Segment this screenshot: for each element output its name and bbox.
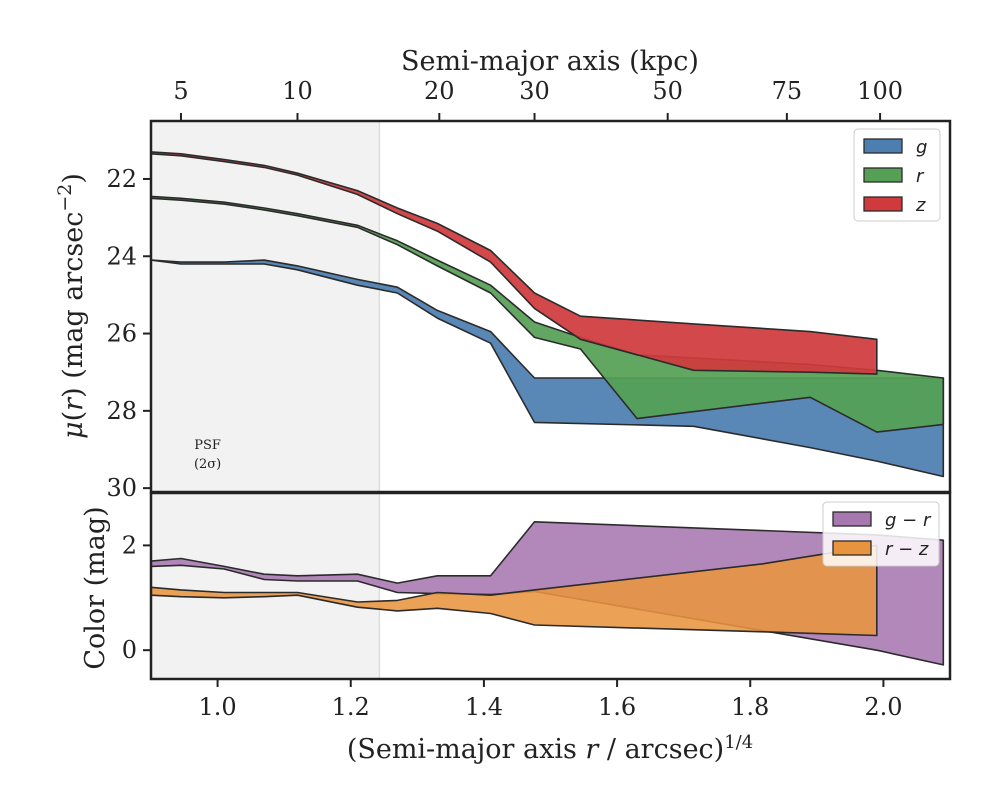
- top-tick-label: 20: [424, 77, 455, 105]
- legend-swatch: [863, 167, 903, 183]
- top-axis-title: Semi-major axis (kpc): [401, 46, 699, 77]
- y-tick-label: 28: [106, 397, 137, 425]
- x-tick-label: 1.2: [332, 693, 370, 721]
- color-frame: [149, 491, 952, 681]
- profile-areas: [151, 151, 945, 478]
- x-tick-label: 1.8: [731, 693, 769, 721]
- legend-swatch: [863, 196, 903, 212]
- profile-y-axis-title: μ(r) (mag arcsec−2): [54, 173, 89, 439]
- legend-swatch: [832, 540, 872, 556]
- psf-sublabel: (2σ): [194, 457, 221, 472]
- band-rz: [151, 544, 878, 637]
- profile-y-ticks: 22 24 26 28 30: [106, 165, 151, 502]
- bottom-axis-ticks: 1.0 1.2 1.4 1.6 1.8 2.0: [198, 679, 903, 721]
- color-legend: g − r r − z: [822, 501, 940, 567]
- y-tick-label: 26: [106, 320, 137, 348]
- x-tick-label: 1.6: [598, 693, 636, 721]
- psf-shade: [151, 493, 380, 679]
- color-y-axis-title: Color (mag): [80, 506, 111, 669]
- legend-label: r: [916, 166, 925, 187]
- band-r: [151, 195, 945, 433]
- legend-label: g: [916, 137, 927, 158]
- profile-panel: PSF (2σ) 22 24 26 28 30 5 10 20 30 50 75 100 grz S…: [54, 46, 952, 502]
- y-tick-label: 2: [122, 531, 137, 559]
- legend-label: g − r: [885, 510, 932, 531]
- profile-legend: grz: [853, 128, 941, 222]
- y-tick-label: 30: [106, 474, 137, 502]
- top-tick-label: 75: [772, 77, 803, 105]
- top-tick-label: 100: [857, 77, 903, 105]
- top-tick-label: 10: [282, 77, 313, 105]
- top-tick-label: 30: [519, 77, 550, 105]
- top-tick-label: 5: [173, 77, 188, 105]
- band-z: [151, 151, 878, 375]
- x-tick-label: 1.4: [465, 693, 503, 721]
- color-areas: [151, 520, 945, 666]
- legend-swatch: [832, 511, 872, 527]
- x-tick-label: 1.0: [198, 693, 236, 721]
- color-y-ticks: 02: [122, 531, 151, 664]
- legend-label: z: [915, 195, 926, 216]
- top-tick-label: 50: [652, 77, 683, 105]
- psf-shade: [151, 121, 380, 492]
- band-g: [151, 259, 945, 478]
- y-tick-label: 24: [106, 242, 137, 270]
- top-axis-ticks: 5 10 20 30 50 75 100: [173, 77, 903, 121]
- psf-label: PSF: [194, 438, 221, 453]
- bottom-axis-title: (Semi-major axis r / arcsec)1/4: [347, 732, 753, 766]
- color-panel: 02 1.0 1.2 1.4 1.6 1.8 2.0 g − rr − z (Semi-m…: [80, 491, 952, 766]
- legend-swatch: [863, 138, 903, 154]
- legend-label: r − z: [885, 539, 929, 560]
- x-tick-label: 2.0: [864, 693, 902, 721]
- y-tick-label: 22: [106, 165, 137, 193]
- y-tick-label: 0: [122, 636, 137, 664]
